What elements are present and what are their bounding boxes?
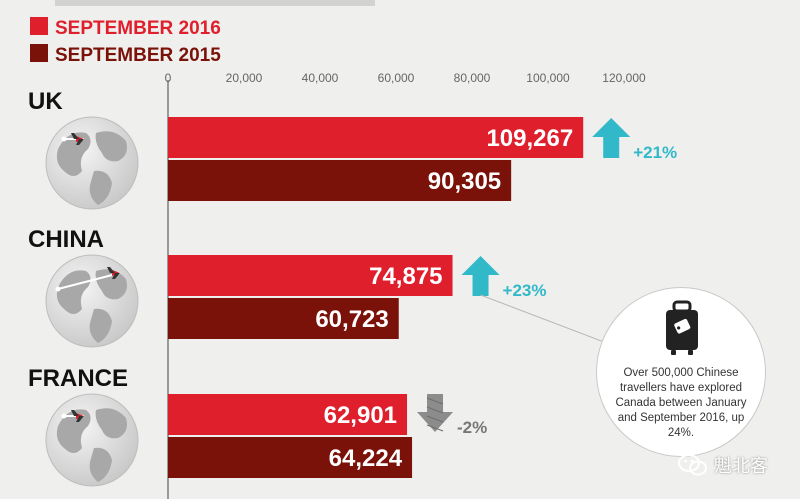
x-axis: 0 20,000 40,000 60,000 80,000 100,000 120,000	[165, 71, 646, 499]
change-indicators: +21% +23% -2%	[417, 118, 677, 437]
country-label: CHINA	[28, 226, 104, 253]
country-label: FRANCE	[28, 365, 128, 392]
x-tick-label: 20,000	[226, 71, 263, 85]
x-tick-label: 120,000	[602, 71, 646, 85]
bar-value-label: 74,875	[369, 263, 442, 290]
bar	[168, 255, 453, 296]
bar-value-label: 64,224	[329, 445, 403, 472]
watermark-text: 魁北客	[714, 456, 768, 477]
bar	[168, 117, 584, 158]
legend-swatch-2015	[30, 44, 48, 62]
change-label: +21%	[633, 143, 677, 162]
globe-icon	[45, 254, 139, 348]
callout-text: Over 500,000 Chinese travellers have exp…	[615, 367, 747, 439]
airplane-icon	[61, 133, 84, 145]
x-tick-label: 80,000	[454, 71, 491, 85]
airplane-icon	[55, 267, 121, 292]
globe-icon	[45, 393, 139, 487]
airplane-icon	[61, 410, 84, 422]
down-arrow-icon	[417, 394, 454, 432]
change-label: +23%	[503, 281, 547, 300]
watermark: 魁北客	[678, 452, 768, 478]
legend-swatch-2016	[30, 17, 48, 35]
x-tick-label: 60,000	[378, 71, 415, 85]
bar-value-label: 62,901	[324, 402, 397, 429]
x-tick-label: 40,000	[302, 71, 339, 85]
callout-connector	[480, 294, 605, 343]
legend-label-2016: SEPTEMBER 2016	[55, 18, 221, 39]
globe-icon	[45, 116, 139, 210]
country-label: UK	[28, 88, 63, 115]
bar	[168, 394, 408, 435]
bars: 109,267 74,875 62,901 90,305 60,723 64,224	[168, 117, 584, 478]
up-arrow-icon	[461, 256, 500, 296]
x-tick-label: 0	[165, 71, 172, 85]
callout-bubble: Over 500,000 Chinese travellers have exp…	[596, 287, 766, 457]
bar-value-label: 90,305	[428, 168, 501, 195]
x-tick-label: 100,000	[526, 71, 570, 85]
bar-value-label: 109,267	[486, 125, 573, 152]
country-labels: UK CHINA FRANCE	[28, 88, 128, 392]
up-arrow-icon	[592, 118, 631, 158]
legend: SEPTEMBER 2016 SEPTEMBER 2015	[30, 17, 221, 66]
globes	[45, 116, 139, 487]
suitcase-icon	[666, 300, 698, 355]
legend-label-2015: SEPTEMBER 2015	[55, 45, 221, 66]
bar	[168, 298, 399, 339]
change-label: -2%	[457, 418, 487, 437]
bar	[168, 437, 413, 478]
wechat-icon	[678, 454, 707, 476]
header-strip	[55, 0, 375, 6]
bar	[168, 160, 512, 201]
bar-value-label: 60,723	[315, 306, 388, 333]
